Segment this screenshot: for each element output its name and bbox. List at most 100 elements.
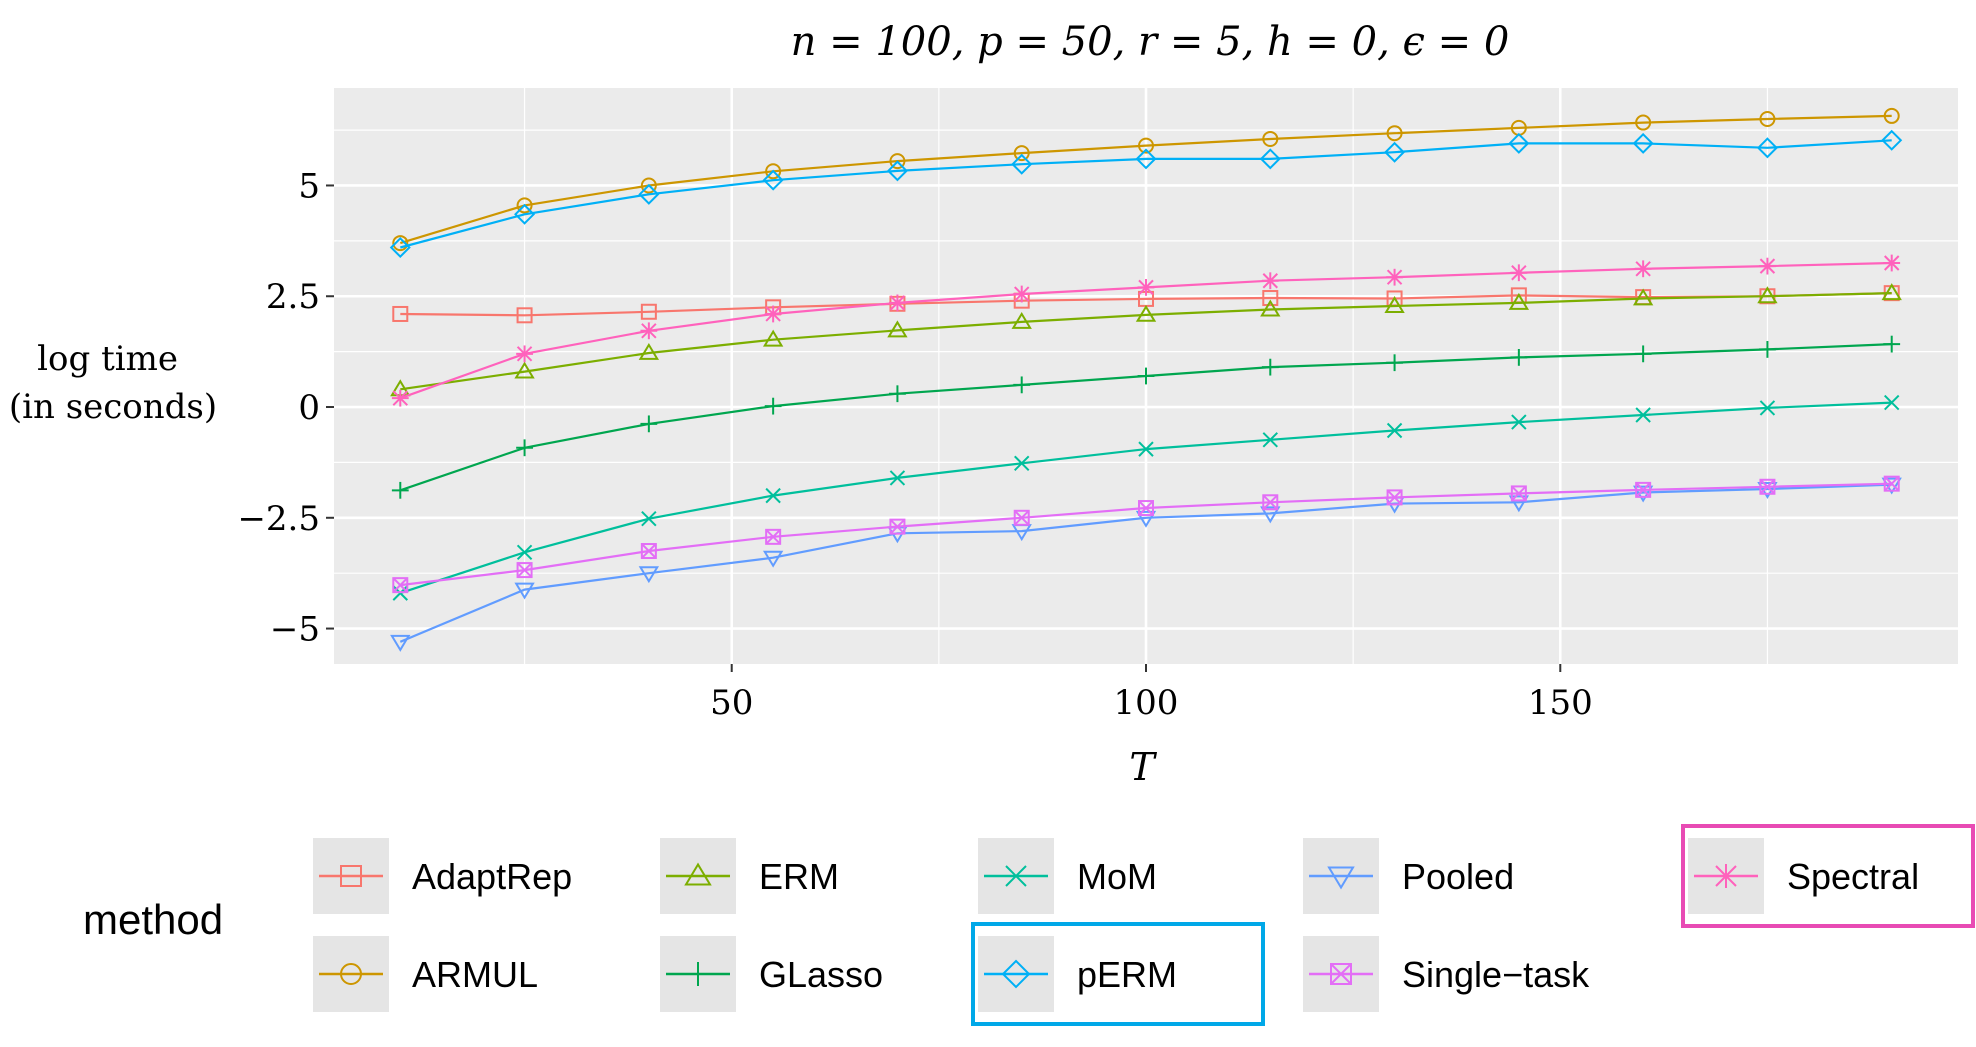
data-point-armul — [392, 235, 409, 252]
data-point-erm — [638, 342, 660, 360]
series-perm — [389, 129, 1903, 259]
legend-item-erm[interactable]: ERM — [660, 838, 839, 914]
legend-item-mom[interactable]: MoM — [978, 838, 1157, 914]
data-point-spectral — [1759, 257, 1776, 275]
data-point-erm — [1757, 286, 1778, 304]
data-point-erm — [1011, 311, 1032, 329]
series-line-erm — [400, 292, 1892, 391]
data-point-single-task — [1262, 494, 1279, 511]
data-point-mom — [1262, 432, 1278, 448]
data-point-single-task — [1883, 475, 1900, 492]
data-point-glasso — [1759, 341, 1776, 358]
data-point-spectral — [1386, 268, 1403, 286]
data-point-armul — [889, 153, 906, 170]
data-point-perm — [389, 236, 411, 259]
legend-label-glasso: GLasso — [759, 954, 883, 995]
data-point-single-task — [1635, 481, 1652, 498]
data-point-pooled — [1260, 506, 1281, 524]
data-point-perm — [886, 160, 908, 182]
data-point-glasso — [1013, 376, 1031, 394]
data-point-mom — [516, 544, 533, 561]
data-point-glasso — [889, 385, 906, 403]
legend-key-marker — [1005, 865, 1027, 887]
legend-item-pooled[interactable]: Pooled — [1303, 838, 1514, 914]
data-point-single-task — [1138, 500, 1154, 517]
legend-label-single-task: Single−task — [1402, 954, 1590, 995]
data-point-adaptrep — [516, 307, 533, 324]
data-point-erm — [762, 329, 784, 347]
data-point-armul — [1759, 111, 1776, 128]
data-point-spectral — [889, 294, 906, 312]
legend-label-spectral: Spectral — [1787, 856, 1919, 897]
data-point-pooled — [514, 582, 535, 600]
data-point-spectral — [391, 389, 409, 407]
data-point-mom — [1511, 414, 1527, 430]
legend-key-marker — [684, 862, 712, 886]
data-point-glasso — [1386, 354, 1403, 372]
data-point-erm — [1384, 296, 1405, 313]
data-point-glasso — [640, 415, 658, 433]
data-point-erm — [1260, 299, 1281, 317]
legend: method AdaptRep ARMUL ERM GLasso MoM pERM Pool… — [83, 824, 1975, 1026]
legend-item-spectral[interactable]: Spectral — [1681, 824, 1975, 928]
legend-label-pooled: Pooled — [1402, 856, 1514, 897]
data-point-erm — [1632, 288, 1654, 306]
legend-item-glasso[interactable]: GLasso — [660, 936, 883, 1012]
data-point-adaptrep — [640, 303, 657, 320]
data-point-spectral — [1510, 264, 1528, 282]
series-erm — [390, 283, 1902, 397]
legend-highlight-box — [1681, 824, 1975, 928]
legend-label-erm: ERM — [759, 856, 839, 897]
data-point-perm — [1632, 132, 1654, 154]
data-point-pooled — [1135, 510, 1157, 528]
data-point-armul — [516, 197, 533, 214]
legend-label-perm: pERM — [1077, 954, 1177, 995]
data-point-armul — [1262, 130, 1279, 147]
data-point-mom — [889, 470, 906, 486]
data-point-spectral — [516, 345, 533, 363]
legend-key-marker — [340, 865, 362, 887]
data-point-armul — [1635, 114, 1652, 131]
data-point-perm — [1259, 148, 1281, 170]
legend-label-mom: MoM — [1077, 856, 1157, 897]
data-point-pooled — [1508, 495, 1530, 513]
y-axis-title: log time (in seconds) — [9, 339, 217, 427]
data-point-perm — [638, 183, 660, 205]
data-point-spectral — [1634, 260, 1652, 278]
legend-highlight-box — [971, 922, 1265, 1026]
y-axis-title-line-1: log time — [37, 339, 178, 379]
data-point-mom — [641, 510, 657, 527]
data-point-mom — [1138, 441, 1154, 457]
data-point-adaptrep — [1262, 290, 1279, 307]
x-tick-label: 50 — [710, 683, 753, 723]
series-line-pooled — [399, 483, 1892, 643]
plot-panel: 50 100 150 5 2.5 0 −2.5 −5 — [237, 88, 1958, 723]
legend-item-single-task[interactable]: Single−task — [1303, 936, 1590, 1012]
x-tick-label: 100 — [1114, 683, 1179, 723]
data-point-pooled — [638, 566, 660, 584]
legend-item-armul[interactable]: ARMUL — [313, 936, 538, 1012]
y-tick-label: 0 — [298, 388, 320, 428]
data-point-spectral — [1883, 254, 1901, 272]
data-point-spectral — [764, 305, 782, 323]
data-point-spectral — [640, 322, 658, 340]
data-point-single-task — [516, 562, 533, 579]
data-point-armul — [640, 177, 657, 194]
series-mom — [392, 394, 1900, 601]
legend-label-armul: ARMUL — [412, 954, 538, 995]
data-point-glasso — [764, 397, 782, 415]
data-point-pooled — [390, 634, 411, 652]
legend-item-perm[interactable]: pERM — [971, 922, 1265, 1026]
data-point-single-task — [1013, 509, 1030, 526]
data-point-mom — [1635, 407, 1651, 423]
data-point-armul — [1386, 125, 1403, 142]
data-point-erm — [514, 361, 535, 379]
data-point-mom — [1014, 455, 1030, 471]
data-point-armul — [1138, 137, 1154, 154]
data-point-glasso — [1261, 358, 1279, 376]
data-point-mom — [1884, 394, 1900, 411]
data-point-spectral — [1013, 285, 1031, 303]
legend-item-adaptrep[interactable]: AdaptRep — [313, 838, 572, 914]
data-point-single-task — [640, 543, 657, 560]
